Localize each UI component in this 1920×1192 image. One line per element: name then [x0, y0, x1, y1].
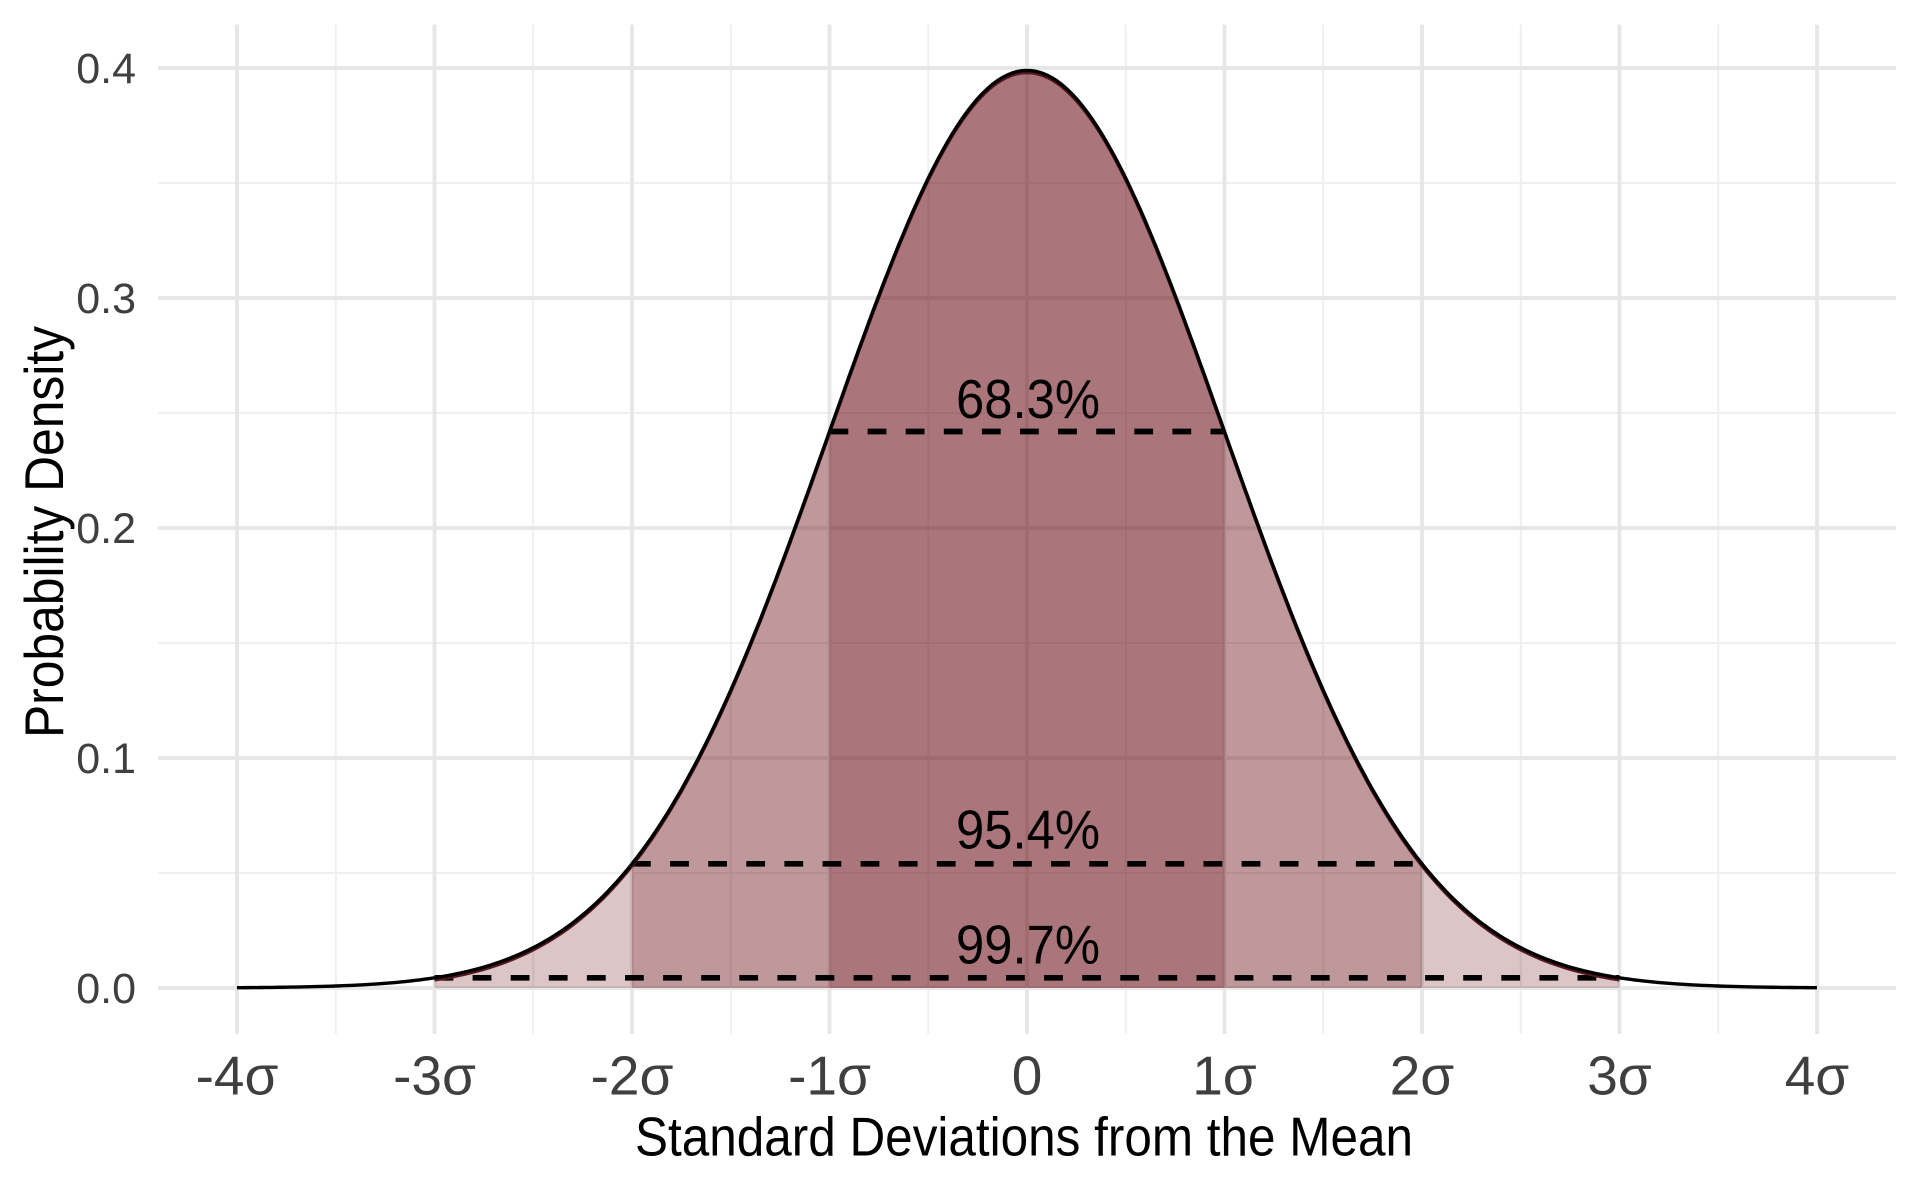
svg-text:-1σ: -1σ — [788, 1045, 871, 1107]
svg-text:68.3%: 68.3% — [956, 368, 1100, 430]
svg-text:2σ: 2σ — [1390, 1045, 1455, 1107]
svg-text:1σ: 1σ — [1192, 1045, 1257, 1107]
svg-text:0.1: 0.1 — [76, 735, 136, 783]
svg-text:-2σ: -2σ — [591, 1045, 674, 1107]
svg-text:99.7%: 99.7% — [956, 914, 1100, 976]
svg-text:95.4%: 95.4% — [956, 798, 1100, 860]
svg-text:0: 0 — [1012, 1045, 1043, 1107]
svg-text:Standard Deviations from the M: Standard Deviations from the Mean — [635, 1106, 1413, 1168]
svg-text:-3σ: -3σ — [393, 1045, 476, 1107]
svg-text:0.2: 0.2 — [76, 505, 136, 553]
svg-text:Probability Density: Probability Density — [13, 326, 75, 738]
svg-text:3σ: 3σ — [1587, 1045, 1652, 1107]
svg-text:-4σ: -4σ — [196, 1045, 279, 1107]
svg-text:0.3: 0.3 — [76, 275, 136, 323]
svg-text:4σ: 4σ — [1785, 1045, 1850, 1107]
svg-text:0.0: 0.0 — [76, 965, 136, 1013]
svg-text:0.4: 0.4 — [76, 45, 136, 93]
